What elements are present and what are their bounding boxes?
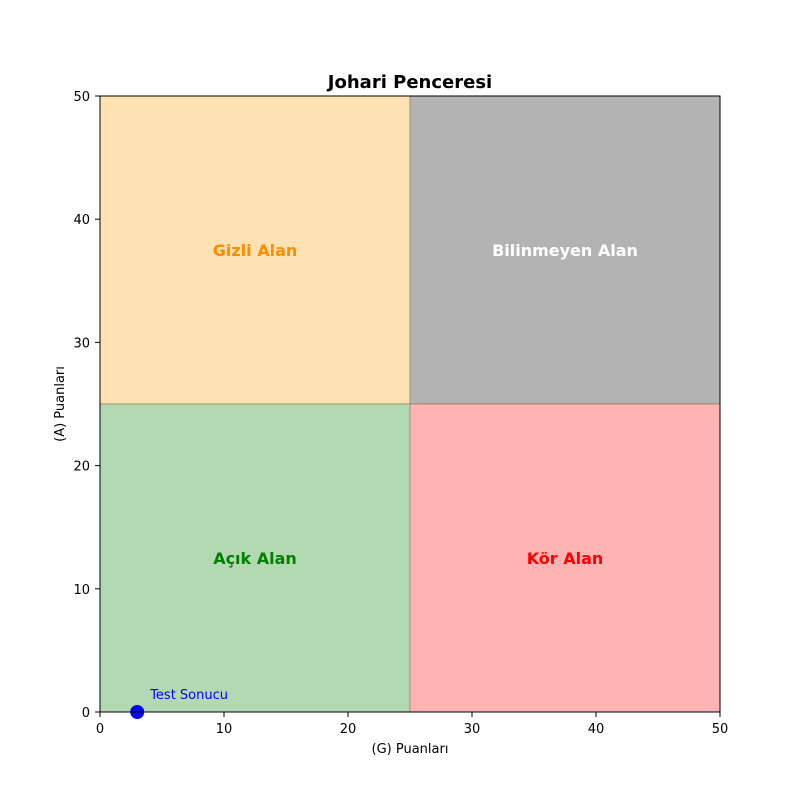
region-label: Gizli Alan (213, 241, 298, 260)
plot-frame (99, 95, 721, 713)
x-tick-label: 10 (216, 722, 233, 737)
y-tick-label: 40 (73, 213, 90, 228)
x-axis-ticks: 0 10 20 30 40 50 (96, 712, 728, 737)
y-tick-label: 10 (73, 583, 90, 598)
y-tick-label: 20 (73, 460, 90, 475)
x-tick-label: 50 (712, 722, 729, 737)
region-label: Bilinmeyen Alan (492, 241, 638, 260)
x-tick-label: 0 (96, 722, 104, 737)
y-tick-label: 50 (73, 90, 90, 105)
region-label: Açık Alan (213, 549, 297, 568)
y-axis-label: (A) Puanları (53, 366, 68, 442)
y-axis-ticks: 0 10 20 30 40 50 (73, 90, 100, 721)
y-tick-label: 30 (73, 336, 90, 351)
x-tick-label: 40 (588, 722, 605, 737)
x-tick-label: 20 (340, 722, 357, 737)
region-0 (99, 95, 411, 405)
quadrant-regions: Gizli Alan Bilinmeyen Alan Açık Alan Kör Al… (99, 95, 721, 713)
region-3 (409, 403, 721, 713)
region-2 (99, 403, 411, 713)
y-tick-label: 0 (82, 706, 90, 721)
region-label: Kör Alan (527, 549, 604, 568)
region-1 (409, 95, 721, 405)
data-point-label: Test Sonucu (149, 688, 228, 703)
x-tick-label: 30 (464, 722, 481, 737)
chart-title: Johari Penceresi (326, 72, 492, 93)
x-axis-label: (G) Puanları (372, 742, 449, 757)
